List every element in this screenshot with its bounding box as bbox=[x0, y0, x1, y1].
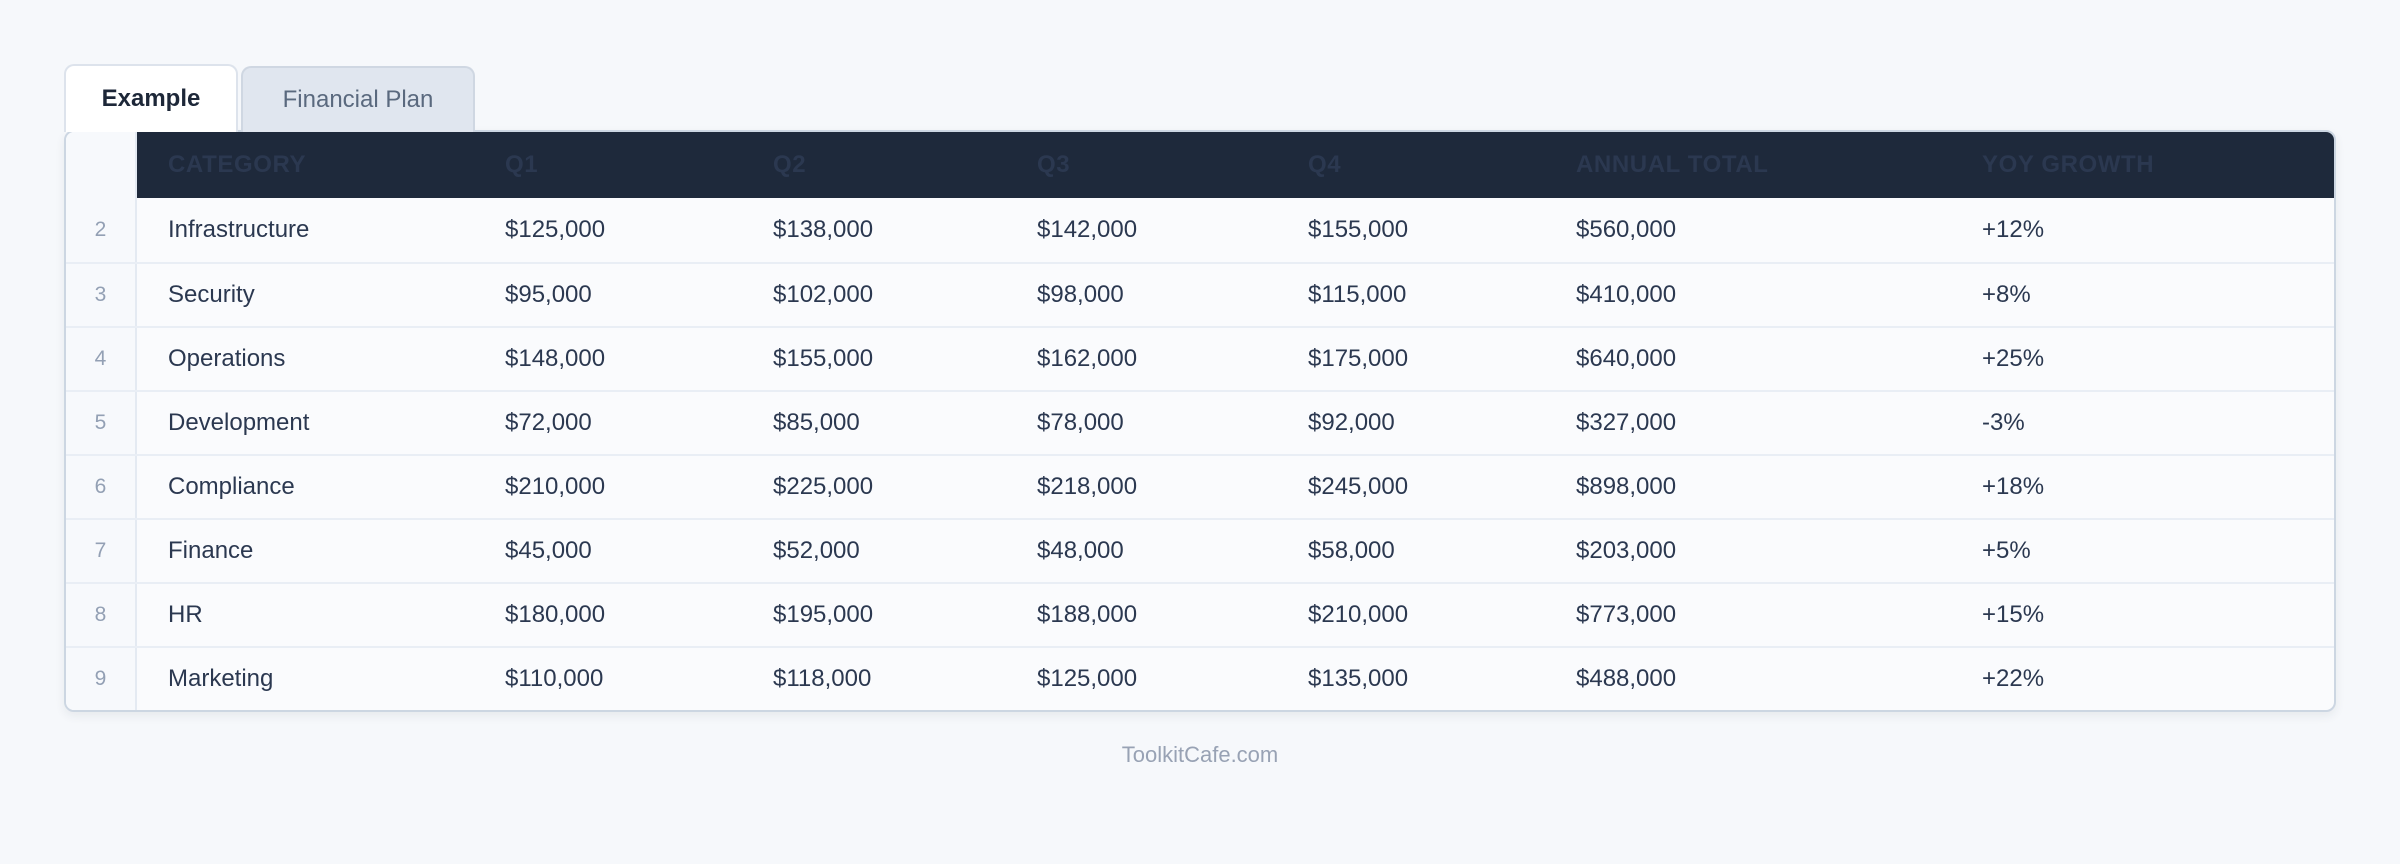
table-cell[interactable]: $218,000 bbox=[1037, 473, 1138, 500]
table-cell[interactable]: Infrastructure bbox=[168, 216, 310, 243]
table-row: 8 HR $180,000 $195,000 $188,000 $210,000 $773,… bbox=[66, 582, 2334, 646]
table-cell[interactable]: $162,000 bbox=[1037, 345, 1138, 372]
table-header-row: CATEGORY Q1 Q2 Q3 Q4 ANNUAL TOTAL YOY GROWTH bbox=[66, 132, 2334, 198]
table-cell[interactable]: $85,000 bbox=[773, 409, 860, 436]
row-number[interactable]: 9 bbox=[66, 648, 137, 710]
table-cell[interactable]: $188,000 bbox=[1037, 601, 1138, 628]
table-cell[interactable]: $102,000 bbox=[773, 281, 874, 308]
table-row: 7 Finance $45,000 $52,000 $48,000 $58,000 $203… bbox=[66, 518, 2334, 582]
row-number[interactable]: 7 bbox=[66, 520, 137, 582]
table-row: 2 Infrastructure $125,000 $138,000 $142,000 $… bbox=[66, 198, 2334, 262]
table-cell[interactable]: -3% bbox=[1982, 409, 2025, 436]
table-cell[interactable]: $72,000 bbox=[505, 409, 592, 436]
table-row: 3 Security $95,000 $102,000 $98,000 $115,000 $… bbox=[66, 262, 2334, 326]
table-cell[interactable]: $138,000 bbox=[773, 216, 874, 243]
corner-cell bbox=[66, 132, 137, 198]
tab-example[interactable]: Example bbox=[64, 64, 238, 132]
table-cell[interactable]: $560,000 bbox=[1576, 216, 1677, 243]
table-cell[interactable]: Development bbox=[168, 409, 310, 436]
table-row: 6 Compliance $210,000 $225,000 $218,000 $245,… bbox=[66, 454, 2334, 518]
table-cell[interactable]: $203,000 bbox=[1576, 537, 1677, 564]
table-cell[interactable]: $195,000 bbox=[773, 601, 874, 628]
column-header-annual-total[interactable]: ANNUAL TOTAL bbox=[1576, 151, 1769, 178]
table-cell[interactable]: $155,000 bbox=[773, 345, 874, 372]
table-cell[interactable]: $410,000 bbox=[1576, 281, 1677, 308]
table-cell[interactable]: Finance bbox=[168, 537, 254, 564]
row-number[interactable]: 2 bbox=[66, 198, 137, 262]
table-cell[interactable]: Security bbox=[168, 281, 255, 308]
table-cell[interactable]: +22% bbox=[1982, 665, 2045, 692]
table-cell[interactable]: $78,000 bbox=[1037, 409, 1124, 436]
table-cell[interactable]: $210,000 bbox=[1308, 601, 1409, 628]
table-cell[interactable]: $175,000 bbox=[1308, 345, 1409, 372]
table-row: 9 Marketing $110,000 $118,000 $125,000 $135,0… bbox=[66, 646, 2334, 710]
table-cell[interactable]: +15% bbox=[1982, 601, 2045, 628]
tab-financial-plan[interactable]: Financial Plan bbox=[241, 66, 475, 132]
table-cell[interactable]: $225,000 bbox=[773, 473, 874, 500]
table-cell[interactable]: $45,000 bbox=[505, 537, 592, 564]
table-cell[interactable]: +8% bbox=[1982, 281, 2031, 308]
table-cell[interactable]: $245,000 bbox=[1308, 473, 1409, 500]
table-cell[interactable]: $115,000 bbox=[1308, 281, 1407, 308]
table-cell[interactable]: $180,000 bbox=[505, 601, 606, 628]
table-cell[interactable]: $52,000 bbox=[773, 537, 860, 564]
table-cell[interactable]: HR bbox=[168, 601, 203, 628]
table-cell[interactable]: $58,000 bbox=[1308, 537, 1395, 564]
table-cell[interactable]: +5% bbox=[1982, 537, 2031, 564]
table-row: 4 Operations $148,000 $155,000 $162,000 $175,… bbox=[66, 326, 2334, 390]
row-number[interactable]: 5 bbox=[66, 392, 137, 454]
table-cell[interactable]: $92,000 bbox=[1308, 409, 1395, 436]
watermark-text: ToolkitCafe.com bbox=[1121, 742, 1279, 767]
table-cell[interactable]: Marketing bbox=[168, 665, 274, 692]
table-cell[interactable]: $148,000 bbox=[505, 345, 606, 372]
table-cell[interactable]: $98,000 bbox=[1037, 281, 1124, 308]
table-cell[interactable]: +18% bbox=[1982, 473, 2045, 500]
table-cell[interactable]: $110,000 bbox=[505, 665, 604, 692]
column-header-q4[interactable]: Q4 bbox=[1308, 151, 1342, 178]
spreadsheet-table: CATEGORY Q1 Q2 Q3 Q4 ANNUAL TOTAL YOY GROWTH 2… bbox=[64, 130, 2336, 712]
column-header-yoy-growth[interactable]: YOY GROWTH bbox=[1982, 151, 2155, 178]
table-row: 5 Development $72,000 $85,000 $78,000 $92,000… bbox=[66, 390, 2334, 454]
table-cell[interactable]: $125,000 bbox=[1037, 665, 1138, 692]
column-header-q2[interactable]: Q2 bbox=[773, 151, 807, 178]
table-cell[interactable]: $118,000 bbox=[773, 665, 872, 692]
table-body: 2 Infrastructure $125,000 $138,000 $142,000 $… bbox=[66, 198, 2334, 710]
column-header-q1[interactable]: Q1 bbox=[505, 151, 539, 178]
table-cell[interactable]: $327,000 bbox=[1576, 409, 1677, 436]
table-cell[interactable]: Operations bbox=[168, 345, 286, 372]
row-number[interactable]: 8 bbox=[66, 584, 137, 646]
table-cell[interactable]: +25% bbox=[1982, 345, 2045, 372]
table-cell[interactable]: $142,000 bbox=[1037, 216, 1138, 243]
table-cell[interactable]: $48,000 bbox=[1037, 537, 1124, 564]
table-cell[interactable]: $773,000 bbox=[1576, 601, 1677, 628]
table-cell[interactable]: Compliance bbox=[168, 473, 295, 500]
table-cell[interactable]: $155,000 bbox=[1308, 216, 1409, 243]
table-cell[interactable]: $125,000 bbox=[505, 216, 606, 243]
row-number[interactable]: 4 bbox=[66, 328, 137, 390]
header-cells: CATEGORY Q1 Q2 Q3 Q4 ANNUAL TOTAL YOY GROWTH bbox=[137, 132, 2334, 198]
table-cell[interactable]: $488,000 bbox=[1576, 665, 1677, 692]
table-cell[interactable]: $210,000 bbox=[505, 473, 606, 500]
tab-bar: Example Financial Plan bbox=[64, 64, 475, 132]
table-cell[interactable]: $898,000 bbox=[1576, 473, 1677, 500]
table-cell[interactable]: +12% bbox=[1982, 216, 2045, 243]
row-number[interactable]: 6 bbox=[66, 456, 137, 518]
table-cell[interactable]: $640,000 bbox=[1576, 345, 1677, 372]
row-number[interactable]: 3 bbox=[66, 264, 137, 326]
column-header-category[interactable]: CATEGORY bbox=[168, 151, 307, 178]
table-cell[interactable]: $95,000 bbox=[505, 281, 592, 308]
table-cell[interactable]: $135,000 bbox=[1308, 665, 1409, 692]
column-header-q3[interactable]: Q3 bbox=[1037, 151, 1071, 178]
